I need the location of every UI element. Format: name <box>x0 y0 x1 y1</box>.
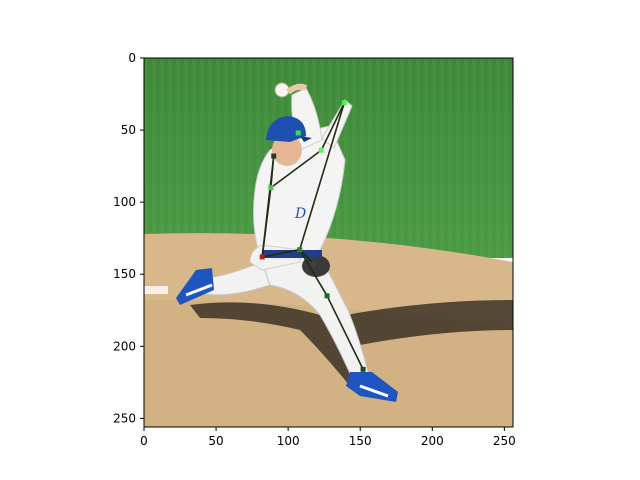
skeleton-bone <box>326 295 364 370</box>
x-tick-label: 50 <box>208 434 223 448</box>
x-tick-label: 200 <box>421 434 444 448</box>
y-tick-label: 150 <box>113 267 136 281</box>
y-axis: 0 50 100 150 200 250 <box>113 51 144 425</box>
pitcher-photo: D <box>144 58 513 427</box>
keypoint-elbow-r <box>318 147 324 153</box>
keypoint-neck <box>271 153 277 159</box>
cap <box>266 116 306 142</box>
y-tick-label: 0 <box>128 51 136 65</box>
skeleton-bone <box>320 102 346 151</box>
x-tick-label: 100 <box>277 434 300 448</box>
keypoint-hip-r <box>297 247 303 253</box>
y-tick-label: 100 <box>113 195 136 209</box>
keypoint-head <box>295 130 301 136</box>
keypoint-hip-l <box>259 254 265 260</box>
keypoint-glove <box>311 261 317 267</box>
x-tick-label: 0 <box>140 434 148 448</box>
skeleton-bone <box>262 248 300 258</box>
pitching-rubber <box>144 286 168 294</box>
skeleton-bone <box>298 249 328 297</box>
pose-skeleton <box>259 100 366 372</box>
skeleton-bone <box>270 149 322 189</box>
y-tick-label: 200 <box>113 339 136 353</box>
y-tick-label: 250 <box>113 411 136 425</box>
keypoint-wrist-r <box>341 100 347 106</box>
left-shoe <box>176 268 214 305</box>
keypoint-knee-r <box>324 293 330 299</box>
x-axis: 0 50 100 150 200 250 <box>140 427 516 448</box>
pitcher: D <box>176 82 398 402</box>
keypoint-shoulder-l <box>268 185 274 191</box>
x-tick-label: 250 <box>493 434 516 448</box>
keypoint-ankle-r <box>360 366 366 372</box>
skeleton-bone <box>261 155 275 258</box>
skeleton-bone <box>298 102 346 250</box>
svg-text:D: D <box>294 206 306 222</box>
x-tick-label: 150 <box>349 434 372 448</box>
axes-frame <box>143 57 514 428</box>
y-tick-label: 50 <box>121 123 136 137</box>
